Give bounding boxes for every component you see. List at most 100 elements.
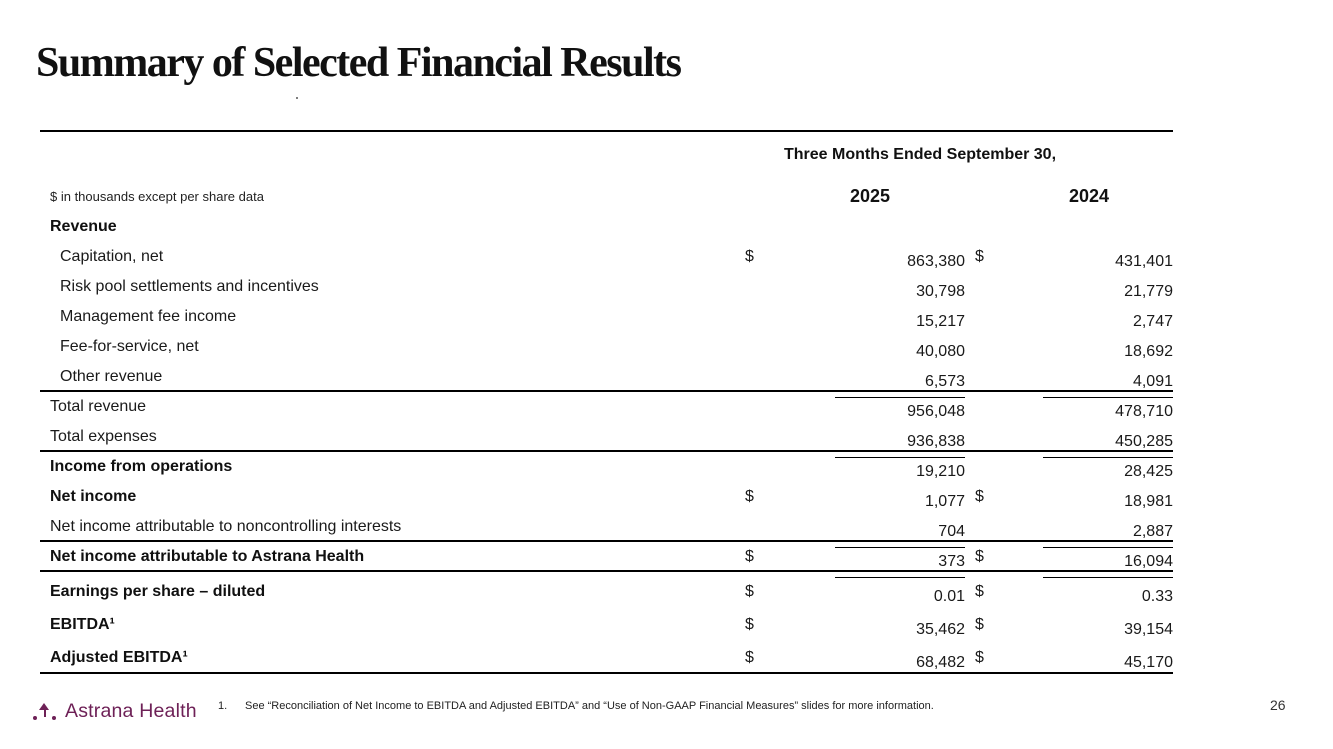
footnote-text: See “Reconciliation of Net Income to EBI…: [245, 700, 934, 712]
table-row: Fee-for-service, net 40,080 18,692: [40, 332, 1173, 362]
value-2024: 39,154: [1124, 621, 1173, 638]
value-2024: 0.33: [1141, 588, 1173, 605]
dollar-sign-2024: $: [975, 548, 984, 565]
dollar-sign-2024: [975, 212, 1005, 242]
table-row: Management fee income 15,217 2,747: [40, 302, 1173, 332]
value-2024: 16,094: [1005, 547, 1173, 578]
table-row: Other revenue 6,573 4,091: [40, 362, 1173, 398]
table-row: Net income $ 1,077 $ 18,981: [40, 482, 1173, 512]
table-row: Risk pool settlements and incentives 30,…: [40, 272, 1173, 302]
table-row: Net income attributable to noncontrollin…: [40, 512, 1173, 548]
dollar-sign-2024: [975, 392, 1005, 422]
dollar-sign-2025: [745, 332, 775, 362]
value-2025: 0.01: [933, 588, 965, 605]
row-label: Income from operations: [50, 458, 233, 475]
value-2024: 4,091: [1005, 367, 1173, 398]
dollar-sign-2025: [745, 392, 775, 422]
dollar-sign-2025: $: [745, 649, 754, 666]
value-2024: 2,887: [1005, 517, 1173, 548]
value-2024: 2,747: [1132, 313, 1173, 330]
dollar-sign-2025: $: [745, 583, 754, 600]
row-label: Adjusted EBITDA¹: [50, 649, 188, 666]
value-2024: 18,692: [1124, 343, 1173, 360]
row-label: Earnings per share – diluted: [50, 583, 266, 600]
value-2024: 28,425: [1124, 463, 1173, 480]
value-2024: 478,710: [1115, 403, 1173, 420]
dollar-sign-2024: [975, 332, 1005, 362]
astrana-logo-icon: [33, 702, 58, 721]
row-label: Risk pool settlements and incentives: [60, 278, 319, 295]
dollar-sign-2025: $: [745, 616, 754, 633]
table-row: Net income attributable to Astrana Healt…: [40, 542, 1173, 578]
company-logo-text: Astrana Health: [65, 700, 197, 722]
table-row: EBITDA¹ $ 35,462 $ 39,154: [40, 608, 1173, 641]
dollar-sign-2024: $: [975, 649, 984, 666]
dollar-sign-2025: $: [745, 488, 754, 505]
table-row: Income from operations 19,210 28,425: [40, 452, 1173, 482]
value-2024: 18,981: [1124, 493, 1173, 510]
footnote-number: 1.: [218, 700, 228, 712]
column-header-2025: 2025: [849, 186, 891, 206]
table-row: Earnings per share – diluted $ 0.01 $ 0.…: [40, 575, 1173, 608]
value-2025: 30,798: [916, 283, 965, 300]
value-2024: [1005, 217, 1173, 247]
row-label: Management fee income: [60, 308, 237, 325]
value-2025: 6,573: [775, 367, 965, 398]
dollar-sign-2025: [745, 302, 775, 332]
dollar-sign-2024: [975, 272, 1005, 302]
value-2025: 956,048: [907, 403, 965, 420]
row-label: Net income attributable to Astrana Healt…: [50, 548, 365, 565]
row-label: Net income: [50, 488, 137, 505]
period-header: Three Months Ended September 30,: [783, 146, 1057, 163]
dollar-sign-2025: [745, 212, 775, 242]
row-label: EBITDA¹: [50, 616, 115, 633]
table-row: Capitation, net $ 863,380 $ 431,401: [40, 242, 1173, 272]
row-label: Other revenue: [60, 368, 163, 385]
dollar-sign-2024: $: [975, 616, 984, 633]
financial-table: Three Months Ended September 30, $ in th…: [40, 130, 1173, 674]
company-logo: Astrana Health: [33, 700, 197, 723]
dollar-sign-2024: [975, 362, 1005, 390]
table-row: Total expenses 936,838 450,285: [40, 422, 1173, 458]
row-label: Net income attributable to noncontrollin…: [50, 518, 402, 535]
value-2024: 21,779: [1124, 283, 1173, 300]
row-label: Total expenses: [50, 428, 157, 445]
dollar-sign-2025: [745, 452, 775, 482]
table-row: Total revenue 956,048 478,710: [40, 392, 1173, 422]
dollar-sign-2024: [975, 452, 1005, 482]
dollar-sign-2024: [975, 512, 1005, 540]
value-2025: 373: [775, 547, 965, 578]
title-period-dot: [296, 97, 298, 99]
row-label: Total revenue: [50, 398, 147, 415]
value-2025: 35,462: [916, 621, 965, 638]
value-2025: 68,482: [916, 654, 965, 671]
dollar-sign-2024: [975, 422, 1005, 450]
table-row: Revenue: [40, 212, 1173, 242]
footnote: 1. See “Reconciliation of Net Income to …: [218, 700, 934, 712]
row-label: Fee-for-service, net: [60, 338, 199, 355]
column-header-2024: 2024: [1068, 186, 1110, 206]
value-2025: 936,838: [775, 427, 965, 458]
dollar-sign-2025: $: [745, 248, 754, 265]
value-2025: 1,077: [924, 493, 965, 510]
dollar-sign-2024: [975, 302, 1005, 332]
dollar-sign-2025: $: [745, 548, 754, 565]
value-2024: 45,170: [1124, 654, 1173, 671]
page-number: 26: [1270, 697, 1286, 713]
dollar-sign-2024: $: [975, 583, 984, 600]
value-2025: 19,210: [916, 463, 965, 480]
row-label: Revenue: [50, 218, 117, 235]
dollar-sign-2025: [745, 272, 775, 302]
value-2025: 40,080: [916, 343, 965, 360]
value-2024: 431,401: [1115, 253, 1173, 270]
dollar-sign-2024: $: [975, 488, 984, 505]
dollar-sign-2025: [745, 512, 775, 540]
financial-table-body: Revenue Capitation, net $ 863,380 $ 431,…: [40, 212, 1173, 674]
page-title: Summary of Selected Financial Results: [36, 40, 682, 86]
dollar-sign-2024: $: [975, 248, 984, 265]
dollar-sign-2025: [745, 362, 775, 390]
value-2024: 450,285: [1005, 427, 1173, 458]
table-row: Adjusted EBITDA¹ $ 68,482 $ 45,170: [40, 641, 1173, 674]
value-2025: 15,217: [916, 313, 965, 330]
